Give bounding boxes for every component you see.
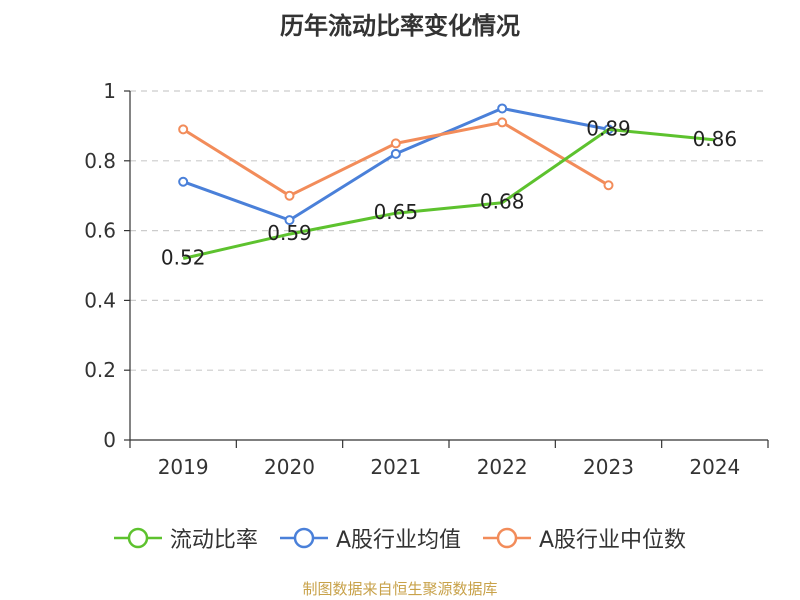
- y-tick-label: 0.8: [84, 149, 116, 173]
- series-point-2: [497, 117, 508, 128]
- y-tick-label: 0.2: [84, 358, 116, 382]
- legend-label: A股行业均值: [335, 528, 461, 553]
- series-point-2: [603, 180, 614, 191]
- series-point-1: [284, 215, 295, 226]
- x-tick-label: 2020: [264, 455, 315, 479]
- data-label: 0.52: [161, 246, 206, 270]
- legend: 流动比率 A股行业均值 A股行业中位数: [0, 520, 800, 556]
- data-label: 0.68: [480, 190, 525, 214]
- x-tick-label: 2023: [583, 455, 634, 479]
- y-tick-label: 1: [103, 79, 116, 103]
- x-tick-label: 2022: [477, 455, 528, 479]
- series-point-1: [497, 103, 508, 114]
- axes: 0 0.2 0.4 0.6 0.8 1 2019 2020 2021 2022 2023 2024: [84, 79, 769, 479]
- data-labels: 0.52 0.59 0.65 0.68 0.89 0.86: [161, 116, 737, 269]
- data-label: 0.65: [374, 200, 419, 224]
- series-line-0: [182, 127, 715, 260]
- series-point-1: [178, 176, 189, 187]
- data-label: 0.86: [693, 127, 738, 151]
- series-point-2: [390, 138, 401, 149]
- data-label: 0.89: [586, 116, 631, 140]
- legend-swatch-circle: [293, 527, 315, 549]
- chart-title: 历年流动比率变化情况: [280, 12, 520, 40]
- y-tick-label: 0: [103, 428, 116, 452]
- legend-swatch-icon: [483, 527, 531, 549]
- data-label: 0.59: [267, 221, 312, 245]
- series-lines: [178, 103, 715, 260]
- series-point-1: [390, 148, 401, 159]
- source-note: 制图数据来自恒生聚源数据库: [302, 580, 498, 598]
- grid-lines: [130, 90, 768, 371]
- legend-swatch-icon: [279, 527, 328, 549]
- legend-label: A股行业中位数: [539, 528, 687, 553]
- legend-item-1[interactable]: A股行业均值: [279, 522, 461, 554]
- legend-swatch-circle: [496, 527, 518, 549]
- y-tick-label: 0.4: [84, 288, 116, 312]
- x-tick-label: 2024: [689, 455, 740, 479]
- legend-label: 流动比率: [169, 528, 258, 553]
- x-tick-label: 2021: [370, 455, 421, 479]
- x-tick-label: 2019: [158, 455, 209, 479]
- y-tick-label: 0.6: [84, 219, 116, 243]
- legend-swatch-icon: [113, 527, 162, 549]
- series-line-2: [182, 120, 610, 198]
- legend-item-2[interactable]: A股行业中位数: [483, 522, 686, 554]
- legend-swatch-circle: [127, 527, 149, 549]
- series-point-2: [178, 124, 189, 135]
- legend-item-0[interactable]: 流动比率: [113, 522, 258, 554]
- series-point-2: [284, 190, 295, 201]
